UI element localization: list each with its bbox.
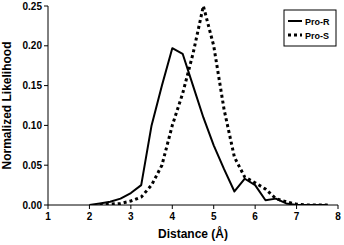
x-axis-title: Distance (Å) (158, 226, 228, 241)
y-tick-label: 0.10 (23, 120, 43, 131)
x-tick (89, 205, 90, 209)
x-tick (255, 205, 256, 209)
series-line (89, 48, 327, 205)
y-tick-label: 0.15 (23, 80, 43, 91)
y-tick-label: 0.25 (23, 1, 43, 12)
legend: Pro-R Pro-S (284, 10, 336, 46)
y-tick (44, 165, 48, 166)
y-tick (44, 45, 48, 46)
y-tick-label: 0.00 (23, 200, 43, 211)
y-tick-label: 0.20 (23, 40, 43, 51)
x-tick (338, 205, 339, 209)
x-tick (48, 205, 49, 209)
x-tick-label: 6 (252, 211, 258, 222)
legend-label: Pro-S (305, 31, 329, 41)
x-tick-label: 1 (45, 211, 51, 222)
y-tick (44, 85, 48, 86)
chart: 0.00 0.05 0.10 0.15 0.20 0.25 1 2 3 4 5 6 7 8 Distance… (0, 0, 344, 245)
x-tick (296, 205, 297, 209)
legend-swatch (288, 34, 302, 37)
y-axis-title: Normalized Likelihood (0, 41, 14, 169)
x-tick (213, 205, 214, 209)
legend-swatch (288, 20, 302, 22)
x-tick-label: 2 (87, 211, 93, 222)
x-tick-label: 8 (335, 211, 341, 222)
x-tick-label: 5 (211, 211, 217, 222)
legend-box (284, 10, 336, 46)
x-tick-label: 4 (170, 211, 176, 222)
y-tick (44, 125, 48, 126)
x-tick-label: 7 (294, 211, 300, 222)
x-tick (172, 205, 173, 209)
y-tick-label: 0.05 (23, 160, 43, 171)
y-tick (44, 6, 48, 7)
y-tick (44, 205, 48, 206)
y-axis (48, 6, 49, 205)
legend-label: Pro-R (305, 17, 330, 27)
x-tick (130, 205, 131, 209)
x-tick-label: 3 (128, 211, 134, 222)
